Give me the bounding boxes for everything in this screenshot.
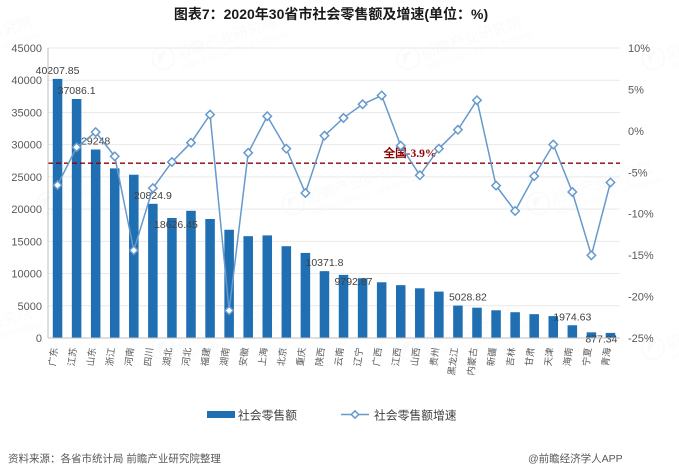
svg-text:宁夏: 宁夏 — [580, 347, 593, 367]
svg-text:35000: 35000 — [11, 107, 42, 119]
svg-text:@前瞻经济学人APP: @前瞻经济学人APP — [528, 452, 623, 465]
svg-text:湖南: 湖南 — [218, 347, 231, 367]
svg-text:社会零售额增速: 社会零售额增速 — [374, 409, 457, 423]
svg-text:-25%: -25% — [628, 333, 654, 345]
svg-text:45000: 45000 — [11, 43, 42, 55]
svg-text:社会零售额: 社会零售额 — [238, 409, 297, 423]
svg-text:海南: 海南 — [561, 347, 574, 367]
svg-text:5028.82: 5028.82 — [449, 292, 487, 304]
svg-text:吉林: 吉林 — [504, 346, 517, 366]
svg-text:1974.63: 1974.63 — [553, 311, 591, 323]
svg-text:安徽: 安徽 — [237, 346, 250, 366]
svg-text:重庆: 重庆 — [294, 347, 307, 367]
svg-text:资料来源：各省市统计局 前瞻产业研究院整理: 资料来源：各省市统计局 前瞻产业研究院整理 — [8, 452, 221, 465]
svg-text:25000: 25000 — [11, 172, 42, 184]
svg-text:福建: 福建 — [199, 347, 212, 367]
svg-text:陕西: 陕西 — [313, 347, 326, 367]
svg-text:15000: 15000 — [11, 236, 42, 248]
svg-text:0: 0 — [36, 333, 42, 345]
svg-text:河南: 河南 — [123, 347, 136, 367]
svg-text:10371.8: 10371.8 — [305, 257, 343, 269]
svg-text:5%: 5% — [628, 84, 644, 96]
svg-text:-15%: -15% — [628, 250, 654, 262]
svg-text:河北: 河北 — [180, 346, 193, 366]
svg-text:0%: 0% — [628, 126, 644, 138]
svg-text:10%: 10% — [628, 43, 650, 55]
svg-text:18626.45: 18626.45 — [154, 219, 198, 231]
svg-text:新疆: 新疆 — [485, 347, 498, 367]
svg-text:5000: 5000 — [18, 301, 42, 313]
svg-text:10000: 10000 — [11, 269, 42, 281]
svg-text:广东: 广东 — [46, 347, 59, 367]
svg-text:甘肃: 甘肃 — [523, 347, 536, 367]
svg-text:青海: 青海 — [599, 347, 612, 367]
svg-text:浙江: 浙江 — [104, 347, 117, 367]
svg-text:40000: 40000 — [11, 75, 42, 87]
svg-text:北京: 北京 — [275, 347, 288, 367]
svg-text:9792.87: 9792.87 — [335, 276, 373, 288]
svg-text:图表7：2020年30省市社会零售额及增速(单位：%): 图表7：2020年30省市社会零售额及增速(单位：%) — [174, 6, 488, 22]
svg-text:-20%: -20% — [628, 292, 654, 304]
svg-text:江苏: 江苏 — [65, 347, 78, 367]
svg-text:37086.1: 37086.1 — [58, 85, 96, 97]
svg-text:贵州: 贵州 — [428, 347, 441, 367]
svg-text:40207.85: 40207.85 — [36, 65, 80, 77]
svg-text:山东: 山东 — [84, 347, 97, 367]
svg-text:-5%: -5% — [628, 167, 648, 179]
svg-text:辽宁: 辽宁 — [351, 347, 364, 367]
svg-text:云南: 云南 — [332, 347, 345, 367]
svg-text:877.34: 877.34 — [585, 333, 617, 345]
svg-text:广西: 广西 — [370, 347, 383, 367]
svg-text:30000: 30000 — [11, 140, 42, 152]
svg-text:20000: 20000 — [11, 204, 42, 216]
svg-text:上海: 上海 — [256, 347, 269, 367]
svg-text:-10%: -10% — [628, 209, 654, 221]
